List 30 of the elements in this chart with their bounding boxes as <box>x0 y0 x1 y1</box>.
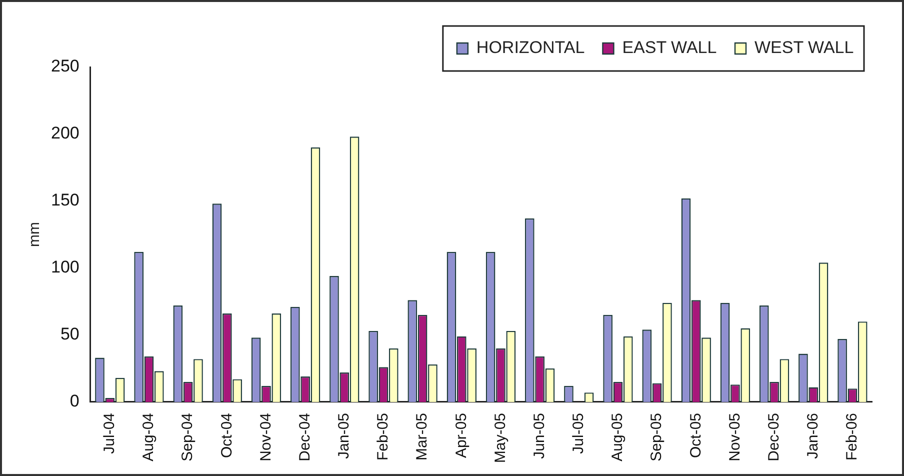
x-tick-label: May-05 <box>492 412 509 464</box>
x-tick-label: Dec-05 <box>765 412 782 462</box>
y-tick-label: 100 <box>50 258 80 277</box>
x-tick-label: Jun-05 <box>530 412 548 459</box>
x-tick-label: Jan-05 <box>336 412 353 459</box>
x-tick-label: Apr-05 <box>452 412 470 458</box>
legend-label: HORIZONTAL <box>476 38 585 58</box>
y-tick-label: 200 <box>50 124 80 143</box>
y-tick-label: 150 <box>50 190 80 210</box>
x-tick-label: Jul-05 <box>570 412 588 454</box>
legend-label: EAST WALL <box>622 38 717 58</box>
x-tick-label: Jan-06 <box>804 412 822 459</box>
x-tick-label: Sep-04 <box>179 412 196 462</box>
x-tick-label: Nov-04 <box>257 412 274 462</box>
x-tick-label: Feb-05 <box>374 412 392 461</box>
legend-label: WEST WALL <box>754 38 854 58</box>
x-tick-label: Mar-05 <box>414 412 431 460</box>
y-tick-label: 50 <box>60 324 80 344</box>
x-tick-label: Dec-04 <box>296 412 314 462</box>
y-tick-label: 0 <box>70 392 80 411</box>
x-tick-label: Jul-04 <box>101 412 118 454</box>
x-tick-label: Nov-05 <box>726 412 744 462</box>
x-tick-label: Oct-04 <box>218 412 236 458</box>
x-tick-label: Aug-05 <box>609 412 626 462</box>
x-tick-label: Feb-06 <box>844 412 861 461</box>
x-tick-label: Sep-05 <box>648 412 666 462</box>
x-tick-label: Oct-05 <box>687 412 704 458</box>
y-tick-label: 250 <box>50 56 80 76</box>
x-tick-label: Aug-04 <box>140 412 158 462</box>
y-axis-title: mm <box>26 222 44 247</box>
